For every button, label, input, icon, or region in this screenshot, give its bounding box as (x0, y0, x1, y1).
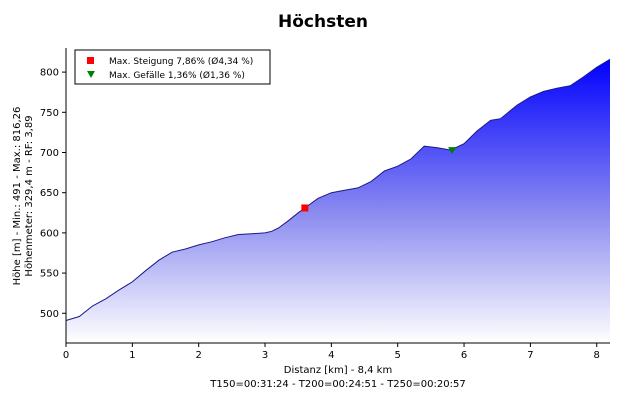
max-steigung-marker (301, 204, 309, 212)
y-tick-label: 600 (40, 228, 59, 239)
y-axis-label: Höhe [m] - Min.: 491 - Max.: 816,26 (12, 107, 23, 286)
x-tick-label: 7 (527, 350, 533, 361)
y-tick-label: 550 (40, 269, 59, 280)
elevation-area (66, 59, 610, 344)
x-tick-label: 0 (63, 350, 69, 361)
x-tick-label: 4 (328, 350, 334, 361)
legend-entry-max-gefaelle: Max. Gefälle 1,36% (Ø1,36 %) (109, 70, 245, 81)
chart-title: Höchsten (278, 12, 368, 32)
x-axis-label: Distanz [km] - 8,4 km (284, 365, 392, 376)
y-tick-label: 500 (40, 309, 59, 320)
legend-box (74, 49, 271, 85)
y-tick-label: 650 (40, 188, 59, 199)
x-tick-label: 1 (129, 350, 135, 361)
x-tick-label: 6 (461, 350, 467, 361)
axes (65, 48, 610, 344)
x-ticks: 0 1 2 3 4 5 6 7 8 (63, 343, 600, 361)
legend-entry-max-steigung: Max. Steigung 7,86% (Ø4,34 %) (109, 56, 253, 67)
y-ticks: 500 550 600 650 700 750 800 (40, 68, 66, 320)
x-tick-label: 5 (395, 350, 401, 361)
elevation-area-layer (65, 58, 611, 344)
y-tick-label: 800 (40, 68, 59, 79)
legend: Max. Steigung 7,86% (Ø4,34 %) Max. Gefäl… (74, 49, 271, 85)
markers (301, 147, 457, 212)
legend-square-icon (87, 57, 94, 64)
x-tick-label: 2 (195, 350, 201, 361)
y-tick-label: 750 (40, 108, 59, 119)
y-tick-label: 700 (40, 148, 59, 159)
x-axis-label-times: T150=00:31:24 - T200=00:24:51 - T250=00:… (209, 379, 465, 390)
elevation-line (65, 58, 611, 321)
x-tick-label: 8 (594, 350, 600, 361)
x-tick-label: 3 (262, 350, 268, 361)
y-axis-label-ascent: Höhenmeter: 329,4 m - RF: 3,89 (24, 115, 35, 276)
max-gefaelle-marker (448, 147, 457, 155)
legend-triangle-icon (87, 71, 95, 78)
